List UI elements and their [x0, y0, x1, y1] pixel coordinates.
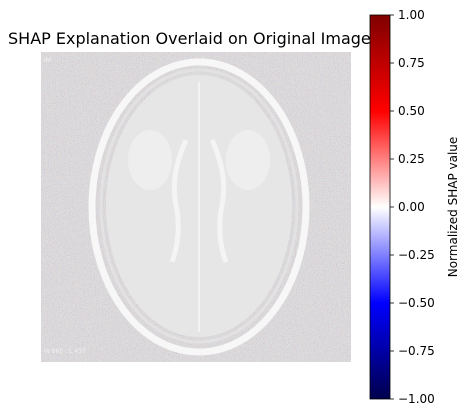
colorbar: 1.00 0.75 0.50 0.25 0.00 −0.25 −0.50 −0.75 −1.00… [369, 8, 460, 406]
chart-title: SHAP Explanation Overlaid on Original Im… [8, 29, 371, 48]
colorbar-tick-label: 1.00 [398, 8, 425, 22]
colorbar-tick-label: 0.50 [398, 104, 425, 118]
white-matter-right [226, 130, 270, 190]
colorbar-tick-label: 0.00 [398, 200, 425, 214]
colorbar-gradient [370, 15, 390, 399]
image-corner-label: IM [44, 57, 51, 64]
colorbar-tick-label: −0.50 [398, 296, 435, 310]
head-outline [88, 58, 310, 356]
colorbar-ticks: 1.00 0.75 0.50 0.25 0.00 −0.25 −0.50 −0.75 −1.00 [390, 8, 435, 406]
image-panel: IM W 865 : L 437 [41, 52, 351, 362]
colorbar-label: Normalized SHAP value [446, 137, 460, 278]
ventricle-right [209, 138, 229, 263]
white-matter-left [128, 130, 172, 190]
colorbar-tick-label: 0.25 [398, 152, 425, 166]
colorbar-tick-label: −1.00 [398, 392, 435, 406]
skull-ring [99, 68, 299, 344]
image-window-label: W 865 : L 437 [44, 348, 86, 355]
ventricle-left [169, 138, 189, 263]
colorbar-tick-label: 0.75 [398, 56, 425, 70]
colorbar-tick-label: −0.25 [398, 248, 435, 262]
colorbar-tick-label: −0.75 [398, 344, 435, 358]
